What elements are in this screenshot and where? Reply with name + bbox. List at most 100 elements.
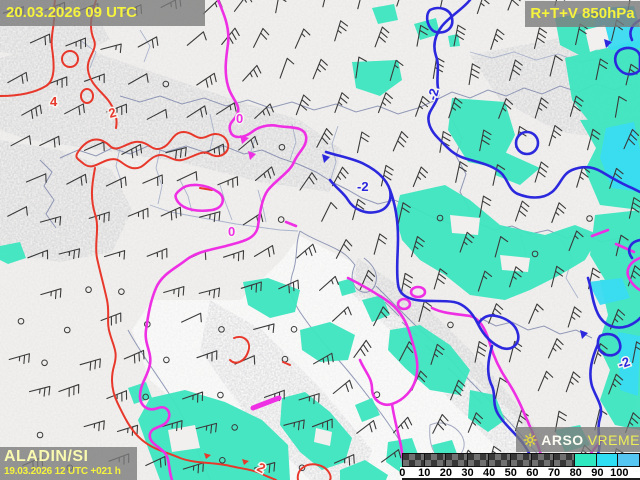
wind-barb <box>103 250 126 260</box>
calm-wind-circle <box>41 359 48 367</box>
contour-label: 4 <box>50 94 58 109</box>
legend-cell <box>403 454 424 466</box>
wind-barb <box>476 0 492 15</box>
wind-barb <box>253 323 275 333</box>
humidity-legend: 0 10 20 30 40 50 60 70 80 90 100 <box>399 453 640 480</box>
legend-cell <box>575 454 596 466</box>
wind-barb <box>123 349 145 364</box>
legend-tick: 20 <box>439 467 453 479</box>
wind-barb <box>182 462 204 474</box>
wind-barb <box>400 272 413 295</box>
wind-barb <box>537 370 554 392</box>
humidity-holes <box>168 25 610 452</box>
wind-barb <box>254 166 275 181</box>
wind-barb <box>176 171 198 182</box>
sun-icon <box>523 432 537 447</box>
wind-barb <box>196 350 218 362</box>
wind-barb <box>627 265 640 287</box>
wind-barb <box>88 211 110 223</box>
wind-barb <box>477 270 493 292</box>
wind-barb <box>432 57 445 79</box>
wind-barb <box>453 24 466 47</box>
wind-barb <box>145 456 167 468</box>
wind-barb <box>625 412 640 433</box>
wind-barb <box>182 391 204 403</box>
legend-baseline <box>402 478 640 480</box>
wind-barb <box>195 422 218 434</box>
wind-barb <box>7 71 28 84</box>
wind-barb <box>380 164 394 187</box>
wind-barb <box>216 102 237 115</box>
wind-barb <box>332 306 352 322</box>
wind-barb <box>551 202 567 224</box>
wind-barb <box>186 31 207 46</box>
contours-red <box>0 0 332 480</box>
model-badge: ALADIN/SI 19.03.2026 12 UTC +021 h <box>0 447 137 480</box>
wind-barb <box>299 172 318 191</box>
wind-barb <box>58 248 81 260</box>
wind-barb <box>199 211 221 223</box>
calm-wind-circle <box>17 317 25 325</box>
legend-tick: 30 <box>461 467 474 479</box>
legend-cell <box>446 454 467 466</box>
legend-cell <box>467 454 489 466</box>
wind-barb <box>548 124 563 147</box>
wind-barb <box>576 166 591 188</box>
wind-barb <box>238 135 259 151</box>
logo-brand-text: VREME <box>587 431 640 448</box>
calm-wind-circle <box>219 456 226 464</box>
wind-barb <box>161 420 183 432</box>
calm-wind-circle <box>436 214 444 222</box>
logo-org-text: ARSO <box>541 431 584 448</box>
wind-barb <box>79 358 101 371</box>
calm-wind-circle <box>85 286 92 294</box>
legend-cell <box>532 454 553 466</box>
wind-barb <box>254 103 274 119</box>
wind-barb <box>46 76 68 88</box>
legend-cell <box>424 454 446 466</box>
wind-barb <box>609 308 626 330</box>
legend-cell <box>489 454 510 466</box>
legend-cell <box>510 454 532 466</box>
wind-barb <box>357 0 371 10</box>
wind-barb <box>331 166 349 187</box>
wind-barb <box>628 197 640 219</box>
wind-barb <box>495 377 508 399</box>
wind-barb <box>253 27 270 48</box>
wind-barb <box>283 419 305 431</box>
wind-barb <box>319 275 339 291</box>
calm-wind-circle <box>63 326 71 334</box>
wind-barb <box>488 303 504 324</box>
wind-barb <box>233 0 253 12</box>
wind-barb <box>410 236 425 258</box>
wind-barb <box>593 343 608 365</box>
wind-barb <box>587 128 601 151</box>
calm-wind-circle <box>586 215 593 222</box>
wind-barb <box>198 287 221 299</box>
calm-wind-circle <box>163 356 170 364</box>
wind-barb <box>373 233 388 255</box>
wind-barb <box>100 312 122 326</box>
wind-barb <box>467 412 484 433</box>
wind-barb <box>253 462 276 473</box>
legend-tick: 90 <box>591 467 604 479</box>
wind-barb <box>100 43 122 54</box>
wind-barb <box>549 55 563 77</box>
wind-barb <box>121 143 143 159</box>
legend-tick: 50 <box>504 467 517 479</box>
calm-wind-circle <box>531 250 539 258</box>
legend-tick: 80 <box>569 467 582 479</box>
wind-barb <box>28 385 51 397</box>
wind-barb <box>514 200 530 222</box>
calm-wind-circle <box>290 326 298 333</box>
wind-barb <box>352 198 366 221</box>
valid-datetime-badge: 20.03.2026 09 UTC <box>0 0 205 26</box>
wind-barb <box>334 92 350 114</box>
wind-barb <box>373 306 390 327</box>
wind-barb <box>353 339 372 358</box>
wind-barb <box>40 288 62 300</box>
calm-wind-circle <box>447 321 454 329</box>
